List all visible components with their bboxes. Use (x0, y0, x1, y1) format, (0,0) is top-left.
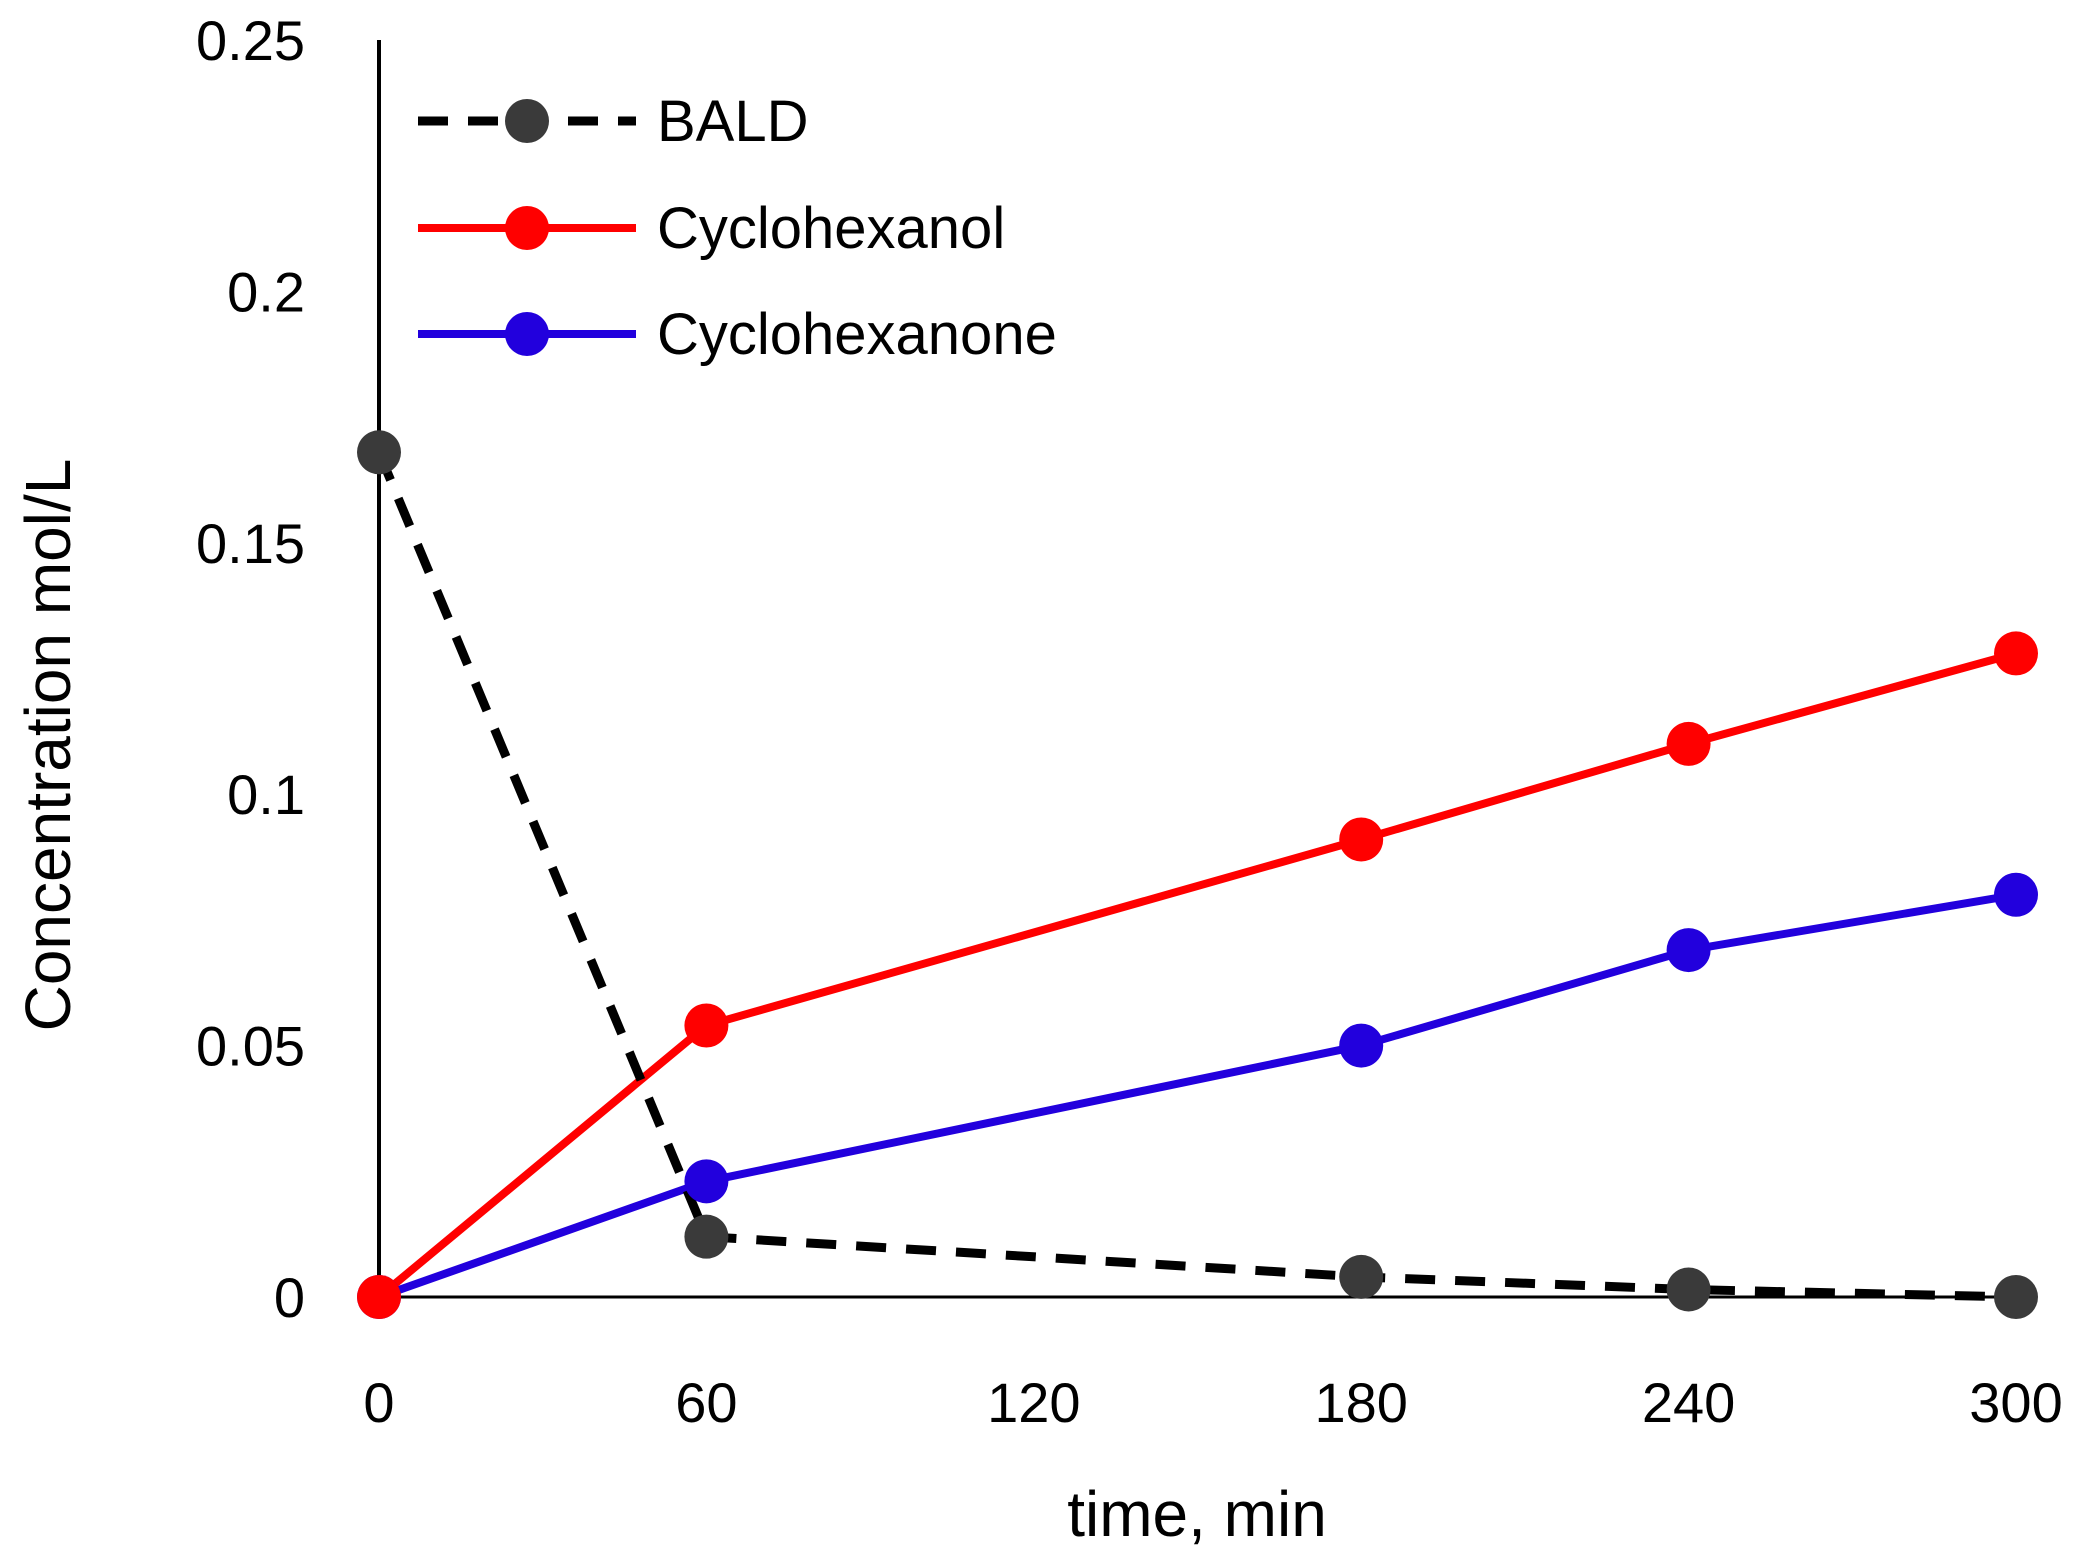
y-tick-label: 0.1 (227, 763, 305, 826)
legend-label-cyclohexanone: Cyclohexanone (657, 302, 1057, 367)
bald-data-point (357, 430, 401, 475)
cyclohexanol-data-point (357, 1275, 401, 1319)
cyclohexanone-data-point (1994, 872, 2038, 917)
cyclohexanol-series-line (376, 649, 2018, 1301)
cyclohexanone-data-point (684, 1159, 729, 1204)
y-tick-label: 0.25 (196, 9, 305, 72)
legend-marker-cyclohexanol (505, 206, 549, 250)
series-lines (374, 450, 2018, 1302)
cyclohexanone-data-point (1666, 928, 1711, 973)
legend: BALD Cyclohexanol Cyclohexanone (418, 89, 1057, 367)
cyclohexanol-data-point (1339, 817, 1384, 862)
legend-label-bald: BALD (657, 89, 809, 154)
bald-data-point (1666, 1267, 1711, 1312)
axes (377, 40, 2016, 1299)
y-tick-label: 0.15 (196, 512, 305, 575)
x-tick-label: 120 (987, 1371, 1080, 1434)
y-tick-label: 0.05 (196, 1015, 305, 1078)
legend-marker-bald (505, 99, 549, 143)
legend-item-cyclohexanol: Cyclohexanol (418, 196, 1005, 261)
x-tick-label: 0 (363, 1371, 394, 1434)
x-tick-label: 180 (1314, 1371, 1407, 1434)
y-tick-labels: 0 0.05 0.1 0.15 0.2 0.25 (196, 9, 305, 1329)
cyclohexanol-data-point (684, 1003, 729, 1048)
legend-item-bald: BALD (418, 89, 809, 154)
bald-data-point (1339, 1254, 1384, 1299)
cyclohexanol-data-point (1666, 721, 1711, 766)
x-tick-labels: 0 60 120 180 240 300 (363, 1371, 2062, 1434)
y-tick-label: 0 (274, 1266, 305, 1329)
x-tick-label: 300 (1969, 1371, 2062, 1434)
y-axis-label: Concentration mol/L (12, 459, 84, 1032)
bald-data-point (684, 1214, 729, 1259)
legend-marker-cyclohexanone (505, 312, 549, 356)
legend-label-cyclohexanol: Cyclohexanol (657, 196, 1005, 261)
bald-data-point (1994, 1275, 2038, 1319)
x-tick-label: 240 (1642, 1371, 1735, 1434)
x-axis-label: time, min (1067, 1478, 1327, 1550)
bald-series-line (374, 450, 2017, 1302)
cyclohexanone-data-point (1339, 1023, 1384, 1068)
y-tick-label: 0.2 (227, 260, 305, 323)
x-tick-label: 60 (675, 1371, 737, 1434)
cyclohexanol-data-point (1994, 631, 2038, 676)
series-points (357, 430, 2038, 1319)
legend-item-cyclohexanone: Cyclohexanone (418, 302, 1057, 367)
